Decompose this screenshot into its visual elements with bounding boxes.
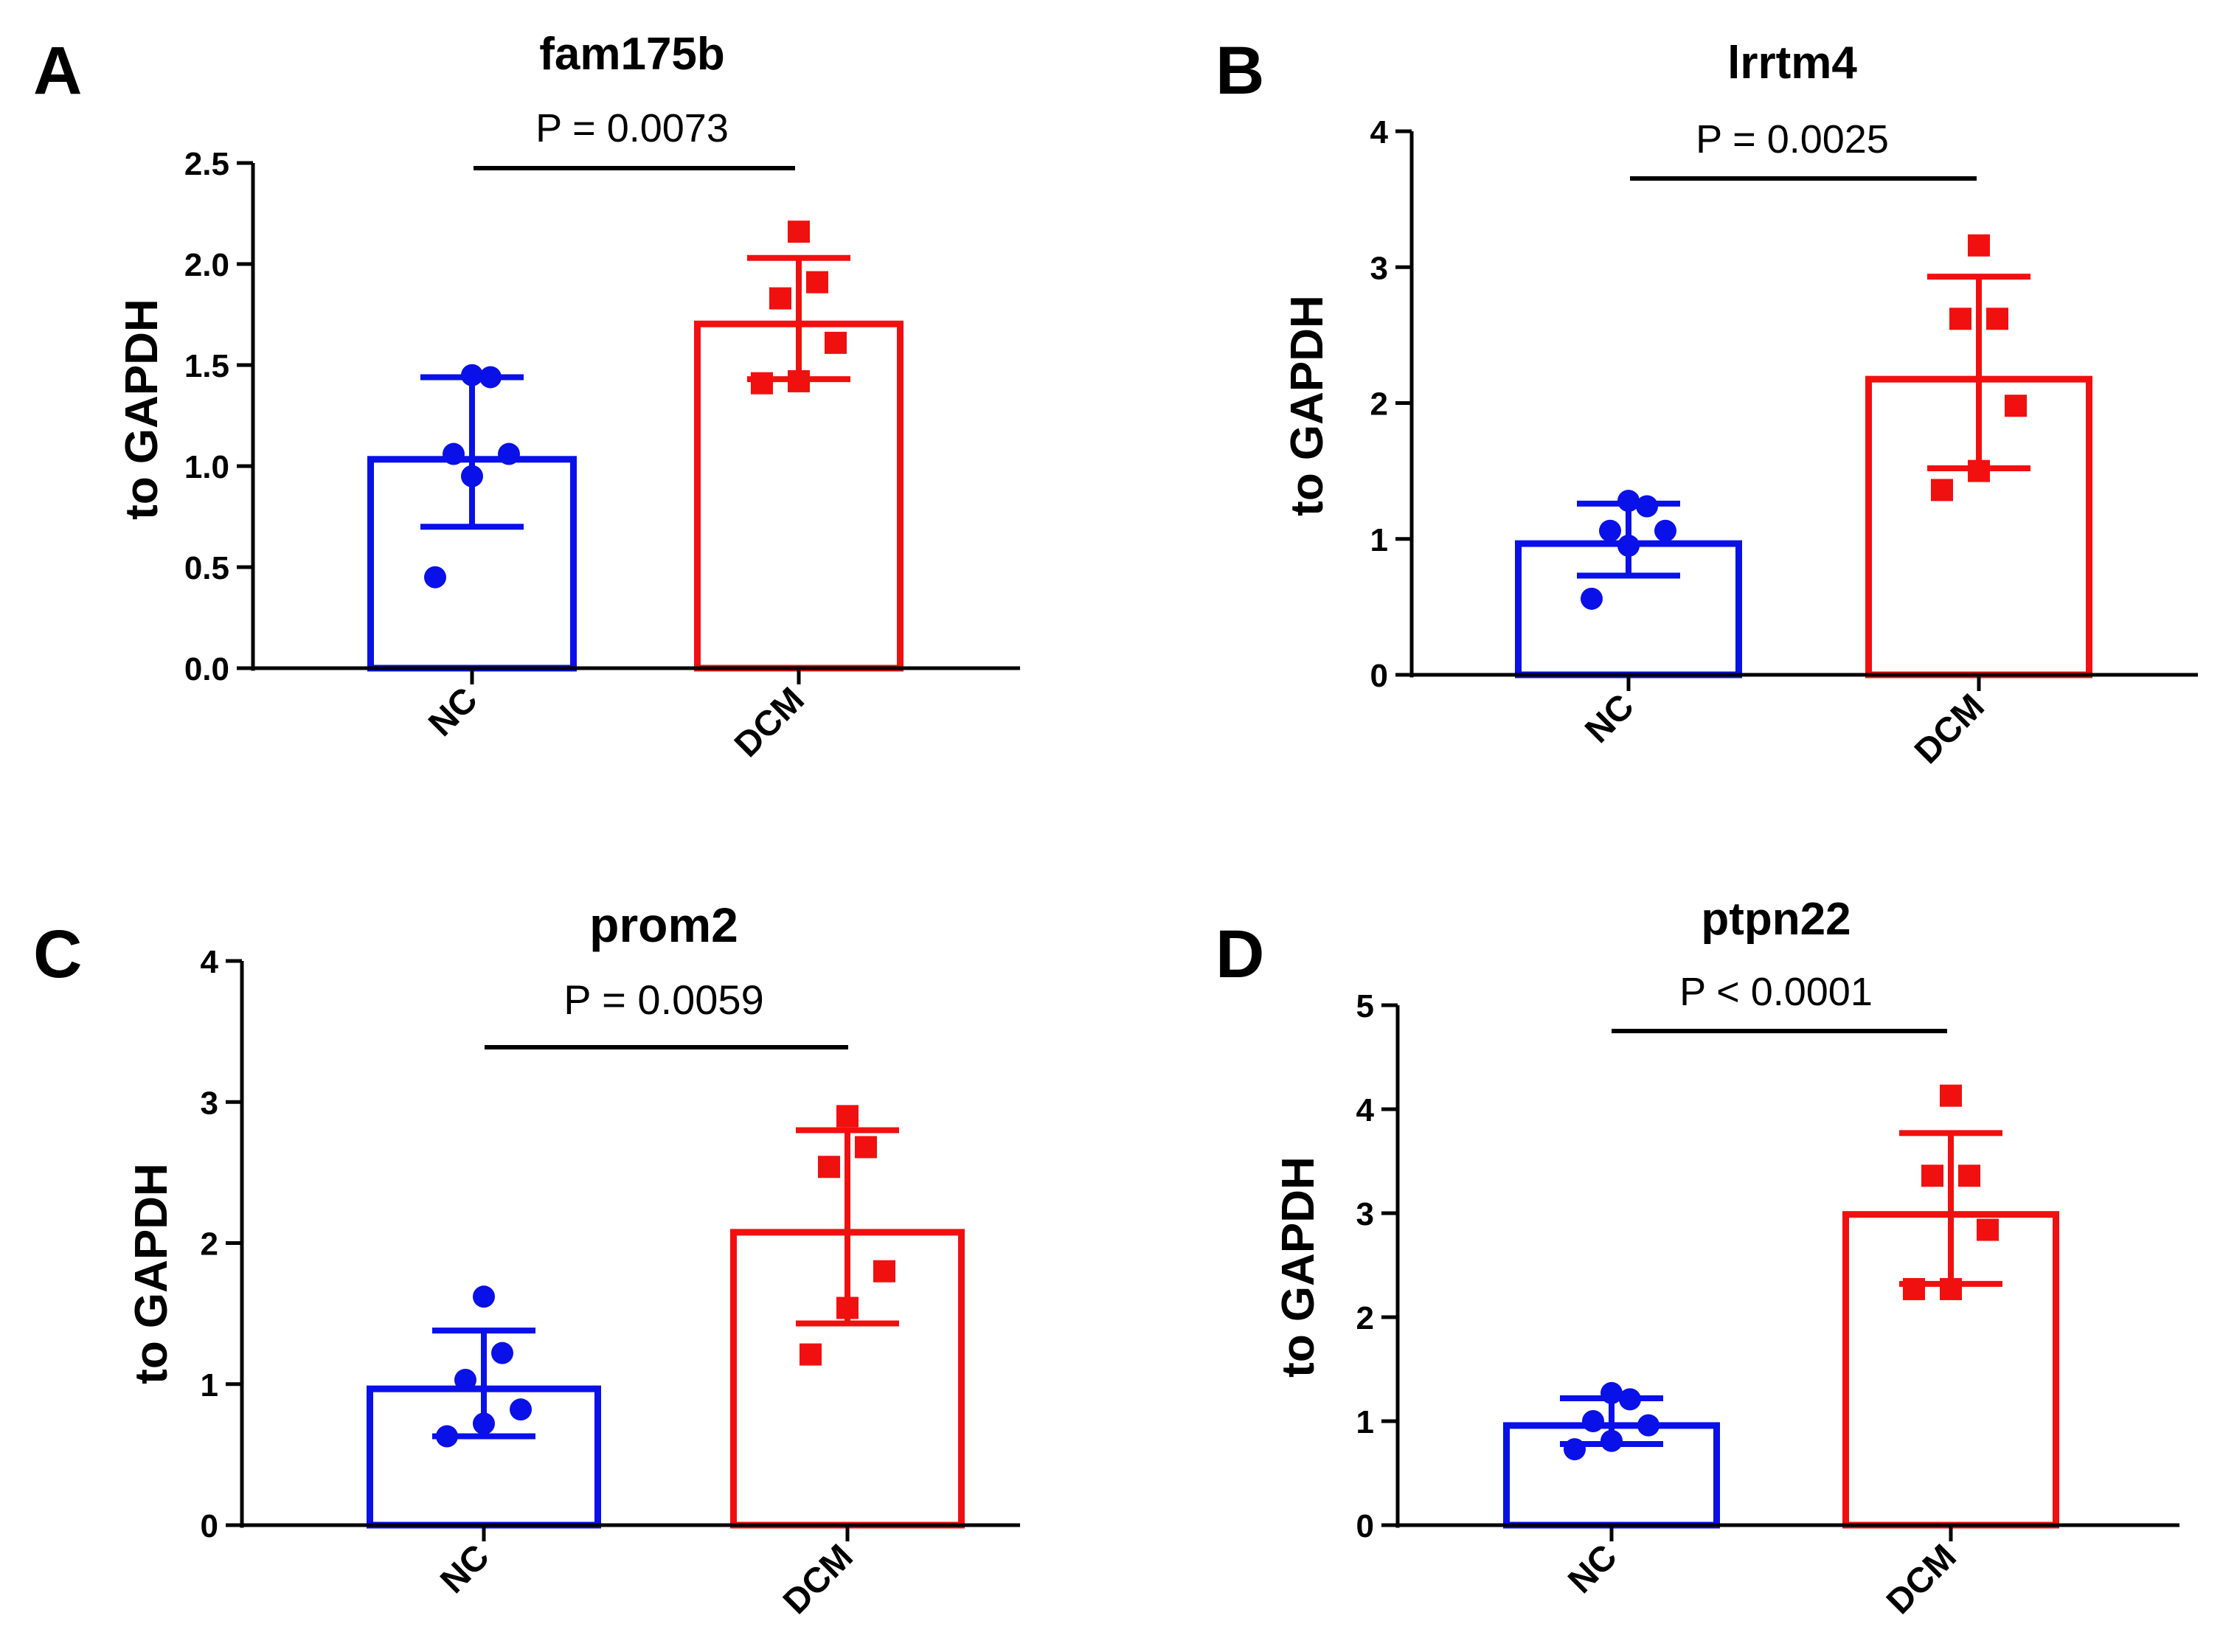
y-tick-label: 4 <box>1370 114 1389 150</box>
y-tick-label: 5 <box>1356 988 1374 1024</box>
data-point-nc <box>473 1412 495 1435</box>
panel-label-b: B <box>1215 33 1264 108</box>
data-point-dcm <box>769 287 791 310</box>
p-value-label: P = 0.0059 <box>563 976 763 1023</box>
y-tick-labels: 0 1 2 3 4 <box>1370 114 1389 694</box>
panel-c: C prom2 to GAPDH P = 0.0059 NC DCM 0 1 2… <box>33 898 1020 1622</box>
y-tick-labels: 0 1 2 3 4 5 <box>1356 988 1375 1544</box>
data-point-dcm <box>1940 1084 1962 1107</box>
data-point-nc <box>1654 519 1676 542</box>
data-point-dcm <box>1986 308 2008 330</box>
p-value-label: P < 0.0001 <box>1679 970 1873 1014</box>
data-point-nc <box>454 1369 476 1392</box>
y-tick-label: 0.5 <box>184 550 229 586</box>
y-tick-label: 1.5 <box>184 348 229 384</box>
data-point-nc <box>1637 1414 1659 1437</box>
data-point-nc <box>443 442 465 465</box>
panel-label-d: D <box>1215 917 1264 992</box>
data-point-dcm <box>800 1343 822 1366</box>
data-point-nc <box>473 1285 495 1308</box>
data-point-nc <box>461 364 483 386</box>
data-point-dcm <box>806 271 828 294</box>
data-point-dcm <box>1903 1277 1925 1300</box>
y-tick-label: 0.0 <box>184 651 229 687</box>
data-point-dcm <box>788 221 810 243</box>
data-point-dcm <box>1931 479 1953 502</box>
plot-area <box>226 959 1020 1541</box>
data-point-nc <box>1617 534 1640 557</box>
y-tick-labels: 0 1 2 3 4 <box>201 944 219 1544</box>
y-tick-label: 2.0 <box>184 247 229 283</box>
panel-a: A fam175b to GAPDH P = 0.0073 NC DCM 0.0… <box>33 29 1020 765</box>
data-point-dcm <box>788 369 810 392</box>
panel-label-a: A <box>33 33 82 108</box>
plot-area <box>1381 1003 2179 1541</box>
plot-area <box>1395 129 2198 691</box>
y-tick-label: 2 <box>201 1226 218 1263</box>
data-point-nc <box>461 465 483 487</box>
data-point-dcm <box>818 1156 840 1179</box>
data-point-nc <box>491 1342 513 1364</box>
chart-title: prom2 <box>589 898 738 952</box>
y-axis-label: to GAPDH <box>117 299 167 520</box>
data-point-dcm <box>1958 1165 1980 1187</box>
y-tick-label: 2 <box>1370 386 1388 423</box>
y-tick-label: 1 <box>1370 522 1388 558</box>
chart-title: fam175b <box>539 29 725 80</box>
data-point-nc <box>1581 587 1603 610</box>
data-point-dcm <box>836 1105 859 1128</box>
data-point-dcm <box>1968 234 1990 257</box>
y-axis-label: to GAPDH <box>1273 1156 1324 1378</box>
data-point-nc <box>1599 519 1621 542</box>
data-point-dcm <box>825 331 847 354</box>
y-tick-label: 4 <box>1356 1092 1375 1128</box>
y-tick-label: 3 <box>201 1085 218 1121</box>
data-point-nc <box>1564 1438 1586 1461</box>
data-point-dcm <box>1921 1165 1943 1187</box>
y-axis-label: to GAPDH <box>1282 295 1333 516</box>
data-point-nc <box>1619 1388 1641 1411</box>
y-axis-label: to GAPDH <box>126 1163 177 1384</box>
data-point-nc <box>1617 490 1640 513</box>
data-point-dcm <box>751 372 773 395</box>
y-tick-label: 4 <box>201 944 219 980</box>
chart-title: ptpn22 <box>1701 894 1851 945</box>
y-tick-label: 1.0 <box>184 449 229 485</box>
data-point-dcm <box>873 1260 895 1283</box>
plot-area <box>237 161 1020 684</box>
p-value-label: P = 0.0073 <box>535 106 729 150</box>
y-tick-label: 3 <box>1370 250 1388 286</box>
data-point-nc <box>424 566 446 589</box>
data-point-nc <box>510 1398 532 1421</box>
data-point-dcm <box>1940 1277 1962 1300</box>
y-tick-label: 0 <box>1370 658 1388 694</box>
y-tick-label: 1 <box>201 1367 218 1403</box>
chart-title: lrrtm4 <box>1727 38 1857 88</box>
y-tick-label: 0 <box>1356 1508 1374 1544</box>
data-point-nc <box>498 442 520 465</box>
data-point-nc <box>1600 1429 1623 1452</box>
y-tick-label: 0 <box>201 1508 218 1544</box>
data-point-nc <box>1636 495 1658 518</box>
data-point-dcm <box>855 1136 877 1159</box>
y-tick-label: 2 <box>1356 1300 1374 1336</box>
data-point-nc <box>479 366 502 389</box>
data-point-dcm <box>836 1297 859 1319</box>
data-point-dcm <box>1949 308 1971 330</box>
data-point-nc <box>1582 1410 1604 1432</box>
p-value-label: P = 0.0025 <box>1696 117 1889 162</box>
y-tick-label: 3 <box>1356 1196 1374 1232</box>
data-point-dcm <box>2005 395 2027 417</box>
data-point-dcm <box>1977 1218 1999 1241</box>
y-tick-labels: 0.0 0.5 1.0 1.5 2.0 2.5 <box>184 146 229 687</box>
y-tick-label: 2.5 <box>184 146 229 182</box>
y-tick-label: 1 <box>1356 1404 1374 1440</box>
data-point-nc <box>1600 1381 1623 1404</box>
data-point-nc <box>436 1425 458 1448</box>
panel-label-c: C <box>33 917 82 992</box>
data-point-dcm <box>1968 459 1990 482</box>
